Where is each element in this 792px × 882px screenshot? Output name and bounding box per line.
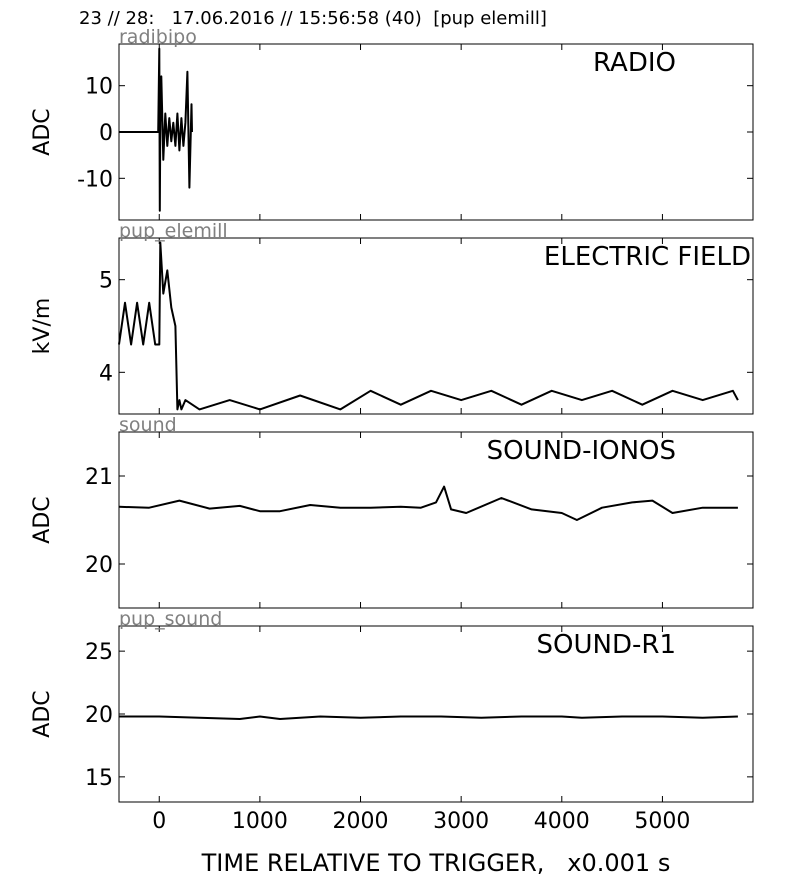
panel-1-series-line [119,47,193,212]
panel-2-frame [118,237,754,415]
y-tick-label: 21 [85,465,113,490]
x-axis-title: TIME RELATIVE TO TRIGGER, x0.001 s [201,849,671,877]
source-label: sound [119,414,177,436]
y-tick-label: 4 [99,361,113,386]
y-tick-label: 5 [99,269,113,294]
panel-title: SOUND-IONOS [487,436,676,466]
panel-title: RADIO [593,48,676,78]
panel-3-frame [118,431,754,609]
panel-4-series-line [119,715,738,720]
y-axis-label: kV/m [30,298,55,355]
panel-title: ELECTRIC FIELD [544,242,751,272]
y-tick-label: 10 [85,75,113,100]
x-tick-label: 5000 [634,809,690,834]
source-label: pup_elemill [119,220,228,242]
x-tick-label: 2000 [333,809,389,834]
x-tick-label: 4000 [534,809,590,834]
panel-3-series-line [118,485,738,521]
y-tick-label: 20 [85,553,113,578]
x-tick-label: 0 [152,809,166,834]
source-label: pup_sound [119,608,222,630]
figure-header: 23 // 28: 17.06.2016 // 15:56:58 (40) [p… [79,8,547,29]
y-tick-label: 0 [99,121,113,146]
y-axis-label: ADC [30,108,55,155]
source-label: radibipo [119,26,197,48]
y-tick-label: -10 [77,167,113,192]
panel-2-series-line [118,241,739,411]
y-tick-label: 20 [85,703,113,728]
y-axis-label: ADC [30,496,55,543]
x-tick-label: 1000 [232,809,288,834]
panel-title: SOUND-R1 [537,630,676,660]
y-tick-label: 25 [85,640,113,665]
y-axis-label: ADC [30,690,55,737]
x-tick-label: 3000 [433,809,489,834]
y-tick-label: 15 [85,766,113,791]
